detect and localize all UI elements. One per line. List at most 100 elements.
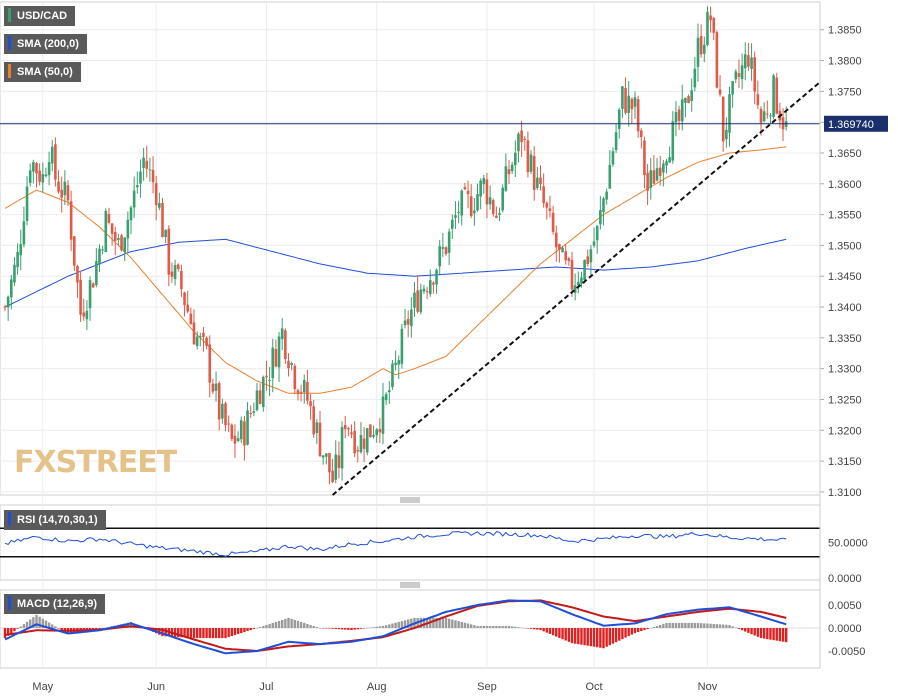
candle-body	[302, 380, 306, 393]
macd-histogram-bar	[750, 628, 753, 635]
candle-body	[658, 167, 662, 176]
macd-histogram-bar	[677, 622, 681, 628]
macd-histogram-bar	[630, 628, 634, 635]
macd-histogram-bar	[180, 628, 183, 638]
candle-body	[602, 198, 605, 213]
macd-histogram-bar	[252, 628, 256, 630]
macd-histogram-bar	[271, 622, 274, 628]
candle-body	[630, 98, 634, 110]
x-tick-label: Sep	[477, 681, 497, 693]
macd-histogram-bar	[337, 628, 341, 630]
candle-body	[589, 249, 593, 263]
macd-histogram-bar	[580, 628, 583, 645]
candle-body	[202, 332, 205, 338]
macd-histogram-bar	[567, 628, 571, 642]
fxstreet-watermark: FXSTREET	[14, 445, 177, 480]
candle-body	[151, 169, 155, 183]
macd-histogram-bar	[403, 620, 407, 628]
candle-body	[195, 336, 199, 346]
macd-histogram-bar	[6, 628, 10, 636]
candle-body	[35, 163, 38, 174]
macd-histogram-bar	[47, 622, 51, 628]
candle-body	[438, 246, 441, 267]
candle-body	[684, 97, 687, 103]
candle-body	[504, 166, 508, 191]
macd-histogram-bar	[268, 623, 271, 628]
candle-body	[573, 285, 577, 293]
candle-body	[227, 423, 230, 425]
macd-histogram-bar	[25, 621, 29, 628]
macd-histogram-bar	[60, 628, 63, 631]
macd-histogram-bar	[10, 628, 13, 634]
candle-body	[199, 336, 202, 338]
candle-body	[668, 157, 671, 163]
macd-histogram-bar	[454, 620, 457, 628]
last-price-badge	[824, 115, 888, 132]
candle-body	[186, 304, 189, 312]
candle-body	[132, 190, 136, 208]
macd-histogram-bar	[44, 620, 48, 628]
macd-histogram-bar	[621, 628, 624, 640]
candle-body	[262, 376, 265, 408]
candle-body	[428, 280, 432, 295]
watermark-text: FXSTREET	[14, 445, 177, 480]
macd-histogram-bar	[312, 625, 315, 628]
macd-histogram-bar	[488, 625, 492, 628]
candle-body	[422, 288, 426, 292]
candle-body	[614, 132, 618, 151]
candle-body	[82, 312, 86, 317]
macd-histogram-bar	[441, 617, 445, 628]
candle-body	[680, 99, 684, 122]
legend-rsi: RSI (14,70,30,1)	[4, 510, 106, 530]
macd-histogram-bar	[687, 622, 690, 628]
candle-body	[142, 157, 145, 168]
candle-body	[548, 208, 552, 211]
macd-histogram-bar	[596, 628, 599, 648]
candle-body	[491, 200, 495, 214]
candle-body	[306, 381, 309, 401]
candle-body	[337, 455, 341, 468]
candle-body	[617, 109, 621, 129]
candle-body	[221, 403, 224, 419]
macd-histogram-bar	[299, 621, 303, 628]
macd-histogram-bar	[473, 625, 476, 628]
candle-body	[693, 68, 697, 88]
macd-histogram-bar	[533, 628, 536, 630]
candle-body	[252, 411, 256, 413]
candle-body	[416, 290, 419, 312]
candle-body	[558, 244, 561, 250]
candle-body	[205, 337, 208, 347]
macd-histogram-bar	[470, 624, 473, 628]
macd-histogram-bar	[407, 619, 410, 628]
macd-histogram-bar	[463, 622, 467, 628]
macd-histogram-bar	[492, 625, 495, 628]
sma50-line	[4, 146, 787, 394]
macd-histogram-bar	[662, 623, 665, 628]
candle-body	[510, 164, 514, 172]
macd-histogram-bar	[693, 622, 697, 628]
candle-body	[466, 190, 470, 195]
candle-body	[161, 202, 164, 238]
macd-histogram-bar	[240, 628, 243, 634]
candle-body	[91, 283, 95, 288]
candle-body	[523, 138, 527, 140]
candle-body	[743, 54, 747, 69]
candle-body	[564, 251, 567, 261]
macd-histogram-bar	[536, 628, 539, 630]
trend-line	[331, 81, 821, 496]
candle-body	[671, 121, 675, 161]
macd-histogram-bar	[703, 623, 706, 628]
candle-body	[599, 210, 602, 225]
macd-histogram-bar	[309, 624, 312, 628]
macd-histogram-bar	[391, 623, 394, 628]
macd-histogram-bar	[158, 628, 161, 635]
candle-body	[76, 266, 79, 283]
candle-body	[728, 94, 731, 133]
candle-body	[514, 152, 517, 166]
candle-body	[359, 435, 363, 453]
candle-body	[104, 210, 108, 253]
macd-histogram-bar	[457, 621, 460, 628]
macd-histogram-bar	[706, 623, 709, 628]
macd-histogram-bar	[258, 626, 262, 628]
x-tick-label: Jul	[259, 681, 273, 693]
